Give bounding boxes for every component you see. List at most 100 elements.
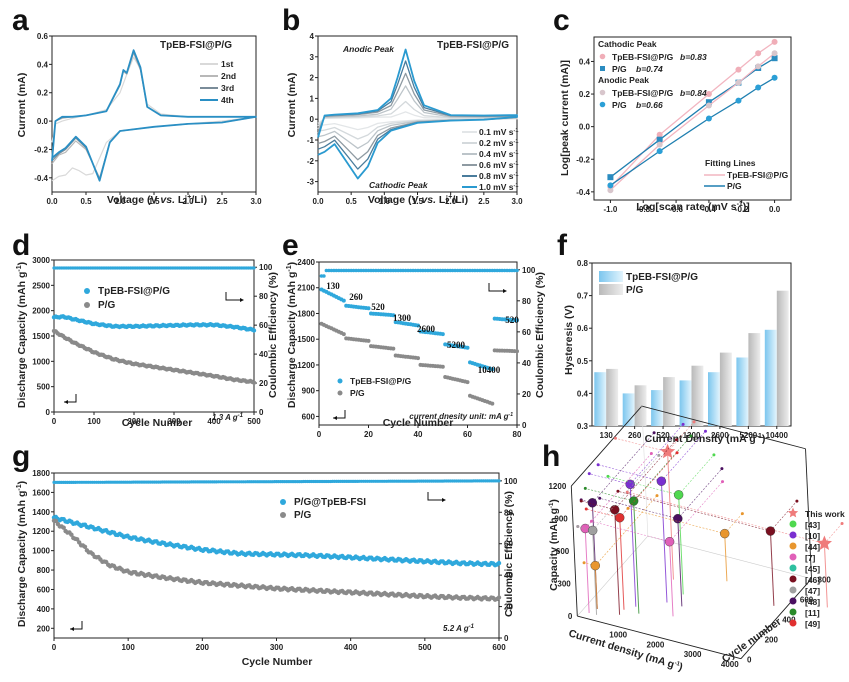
chart-d-legend-label: P/G — [98, 300, 115, 311]
chart-h-drop-line — [769, 531, 775, 606]
chart-h-back-edge — [805, 448, 812, 579]
chart-d-ytick-right-label: 60 — [259, 321, 268, 330]
chart-g-point — [497, 479, 501, 483]
chart-e-ce-point — [339, 268, 344, 273]
chart-c-xtick-label: -1.0 — [604, 205, 618, 214]
chart-b-legend-label: 0.2 mV s-1 — [479, 138, 518, 148]
chart-c-legend-label: P/G — [612, 100, 627, 110]
chart-h-point — [587, 498, 598, 508]
chart-f-bar-P/G — [606, 368, 619, 426]
chart-e-ce-point — [485, 268, 490, 273]
chart-c-point — [735, 79, 742, 86]
chart-a-title: TpEB-FSI@P/G — [160, 40, 232, 51]
chart-e-ce-point — [433, 268, 438, 273]
chart-e-point — [515, 349, 519, 354]
chart-g-ytick-label: 800 — [37, 566, 51, 575]
chart-g-legend-label: P/G — [294, 510, 311, 521]
chart-e-ylabel-right: Coulombic Efficiency (%) — [534, 272, 546, 398]
chart-f-ytick-label: 0.3 — [577, 422, 589, 431]
chart-g-legend-label: P/G@TpEB-FSI — [294, 497, 366, 508]
chart-c-point — [705, 91, 712, 98]
chart-d-right-axis-arrow — [225, 292, 241, 301]
chart-d-xtick-label: 200 — [127, 417, 141, 426]
chart-e-xtick-label: 20 — [364, 430, 373, 439]
chart-d-frame — [53, 259, 255, 413]
chart-e-ce-point — [386, 268, 391, 273]
chart-b-xtick-label: 0.0 — [312, 197, 324, 206]
chart-g-ytick-right-label: 0 — [504, 634, 509, 643]
chart-h-projection-line — [627, 491, 825, 544]
chart-h-legend-marker — [789, 564, 797, 572]
chart-d-ytick-label: 2000 — [32, 307, 50, 316]
chart-e-point — [490, 367, 495, 372]
chart-h-ztick-label: 900 — [554, 515, 568, 524]
chart-f-legend-swatch — [599, 284, 623, 295]
chart-g-ytick-right-label: 40 — [504, 571, 513, 580]
chart-f-xtick-label: 5200 — [739, 431, 757, 440]
chart-h-projection-line — [592, 432, 655, 504]
chart-b-ytick-label: 4 — [310, 32, 315, 41]
chart-e-point — [341, 298, 346, 303]
chart-e-ce-point — [473, 268, 477, 273]
chart-e-ce-point — [403, 268, 408, 273]
chart-c-xlabel: Log[scan rate (mV s-1)] — [636, 201, 750, 213]
chart-a-ylabel: Current (mA) — [16, 73, 28, 138]
chart-c-legend-cathodic: Cathodic Peak — [598, 39, 657, 49]
chart-f-bar-TpEB-FSI@P/G — [708, 372, 720, 426]
chart-b-ytick-label: -2 — [307, 157, 315, 166]
chart-e-ce-point — [406, 268, 410, 273]
chart-e-ce-point — [426, 268, 430, 273]
chart-b-series-1.0 mV s-1 — [317, 48, 518, 180]
chart-d-ytick-right-label: 100 — [259, 263, 273, 272]
chart-a-xtick-label: 3.0 — [250, 197, 262, 206]
chart-h-projection-line — [633, 435, 692, 502]
chart-h-projection-point — [657, 453, 661, 457]
chart-b-ylabel: Current (mA) — [286, 73, 298, 138]
chart-e-ce-point — [450, 268, 455, 273]
chart-h-legend-marker — [789, 586, 797, 594]
chart-h-legend-label: This work — [805, 509, 845, 519]
chart-c-legend-b-value: b=0.74 — [636, 64, 663, 74]
chart-f-bar-P/G — [776, 290, 789, 426]
chart-e-ce-point — [351, 268, 356, 273]
chart-g-rate-annotation: 5.2 A g-1 — [443, 624, 475, 633]
chart-h-point — [590, 560, 600, 571]
chart-e-point — [416, 356, 420, 361]
chart-e-point — [440, 364, 445, 369]
chart-d-point — [251, 328, 257, 333]
chart-c-point — [607, 174, 614, 181]
chart-h-legend-star — [787, 507, 799, 518]
chart-f-bar-P/G — [748, 333, 761, 426]
chart-h-point — [664, 536, 675, 547]
chart-e-ytick-right-label: 20 — [522, 390, 531, 399]
chart-e-ce-point — [443, 268, 448, 273]
chart-h-projection-line — [585, 488, 634, 502]
chart-d-xlabel: Cycle Number — [122, 417, 193, 429]
chart-d-left-axis-arrow — [64, 394, 77, 403]
chart-h-projection-point — [712, 453, 716, 457]
chart-e-point — [440, 332, 445, 337]
chart-h-drop-line — [633, 500, 640, 614]
chart-b-ytick-label: -3 — [307, 178, 315, 187]
chart-e-legend-label: TpEB-FSI@P/G — [350, 376, 412, 386]
chart-c-ytick-label: -0.4 — [576, 188, 590, 197]
chart-h-drop-line — [594, 565, 598, 609]
chart-d-ylabel-right: Coulombic Efficiency (%) — [267, 272, 279, 398]
chart-h-projection-point — [589, 519, 593, 523]
chart-e-ytick-right-label: 40 — [522, 359, 531, 368]
chart-c-point — [656, 136, 663, 143]
chart-g-xtick-label: 500 — [418, 643, 432, 652]
chart-e-ce-point — [327, 268, 331, 273]
chart-h-projection-line — [619, 452, 678, 518]
chart-h-legend-label: [7] — [805, 553, 816, 563]
chart-g-ylabel: Discharge Capacity (mAh g-1) — [16, 481, 28, 627]
chart-e-ce-point — [371, 268, 376, 273]
chart-h-projection-point — [587, 472, 591, 476]
chart-g-xtick-label: 600 — [492, 643, 506, 652]
chart-c-xtick-label: -0.8 — [636, 205, 650, 214]
chart-d-point — [251, 380, 257, 385]
chart-h-projection-line — [581, 500, 615, 510]
chart-b-xtick-label: 1.5 — [412, 197, 424, 206]
chart-c-xtick-label: -0.4 — [702, 205, 716, 214]
chart-g-left-arrowhead — [70, 627, 74, 631]
